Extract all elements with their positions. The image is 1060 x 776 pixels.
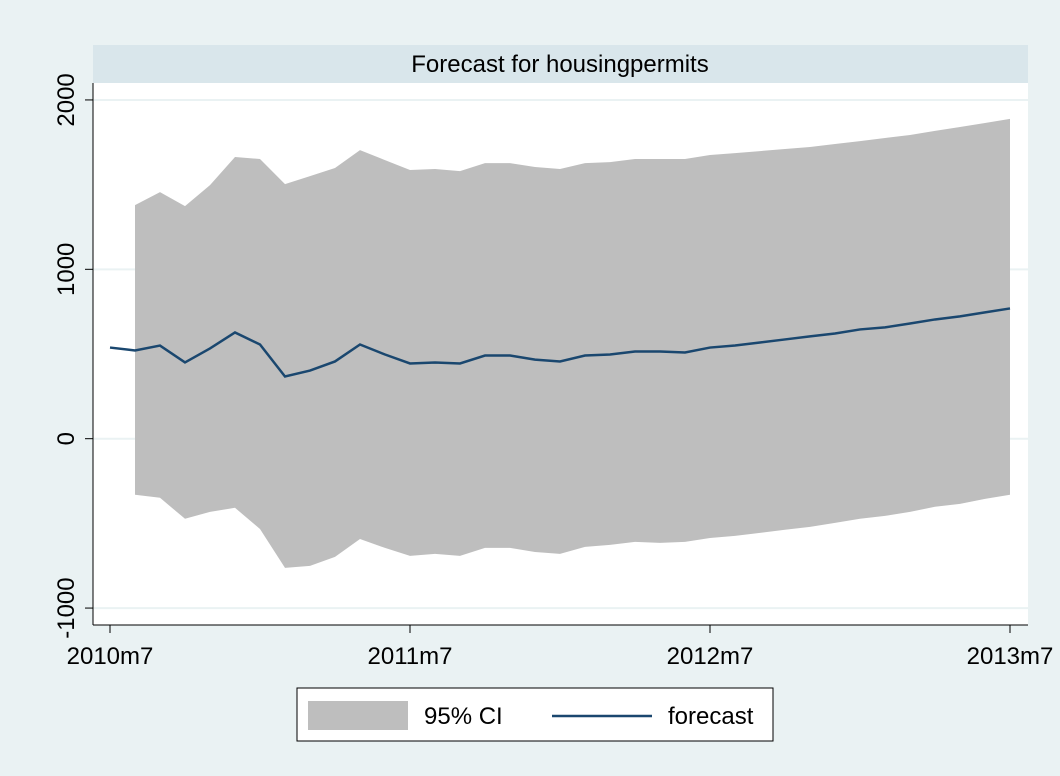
legend-label: forecast (668, 703, 754, 730)
x-tick-label: 2010m7 (67, 643, 154, 670)
y-tick-label: 0 (53, 432, 80, 445)
legend-label: 95% CI (424, 703, 503, 730)
plot-layer (93, 98, 1028, 610)
y-tick-label: -1000 (53, 577, 80, 638)
legend-swatch (308, 701, 408, 730)
x-tick-label: 2011m7 (368, 643, 453, 670)
chart-title: Forecast for housingpermits (411, 51, 708, 78)
x-tick-label: 2013m7 (967, 643, 1054, 670)
title-band (93, 45, 1028, 83)
x-tick-label: 2012m7 (667, 643, 754, 670)
y-tick-label: 2000 (53, 73, 80, 126)
forecast-line (109, 307, 1011, 378)
ci-band (135, 118, 1010, 568)
y-tick-label: 1000 (53, 243, 80, 296)
